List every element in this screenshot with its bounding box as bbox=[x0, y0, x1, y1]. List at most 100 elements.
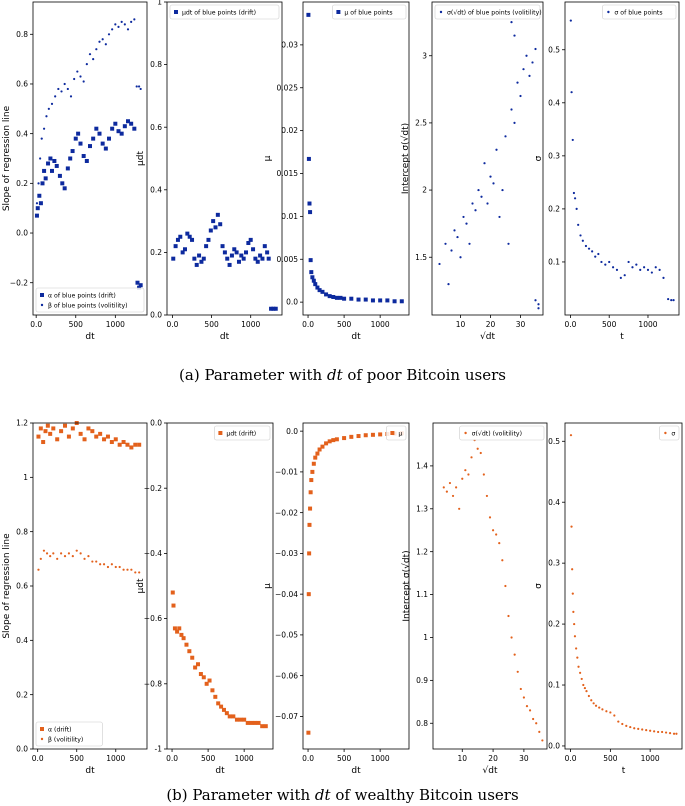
data-point bbox=[109, 440, 114, 445]
y-tick-label: 1.4 bbox=[416, 461, 428, 470]
data-point bbox=[625, 724, 628, 727]
y-tick-label: 2.5 bbox=[415, 119, 427, 128]
data-point bbox=[201, 675, 206, 680]
y-tick-label: 1 bbox=[23, 473, 28, 482]
y-tick-label: 1.3 bbox=[416, 504, 428, 513]
data-point bbox=[579, 671, 582, 674]
data-point bbox=[324, 441, 329, 446]
data-point bbox=[51, 426, 56, 431]
legend-label: μ bbox=[398, 430, 402, 437]
data-point bbox=[48, 431, 53, 436]
data-point bbox=[528, 709, 532, 712]
data-point bbox=[468, 242, 471, 245]
data-point bbox=[462, 215, 465, 219]
y-axis-label: μdt bbox=[136, 578, 146, 593]
data-point bbox=[75, 549, 78, 552]
legend-label: σ(√dt) of blue points (volitility) bbox=[447, 9, 542, 16]
data-point bbox=[246, 241, 251, 246]
data-point bbox=[594, 255, 597, 258]
x-axis-label: √dt bbox=[483, 765, 498, 776]
data-point bbox=[239, 253, 244, 258]
data-point bbox=[91, 560, 94, 563]
y-tick-label: 3 bbox=[422, 51, 427, 60]
data-point bbox=[654, 266, 657, 269]
data-point bbox=[485, 494, 489, 498]
data-point bbox=[249, 720, 254, 725]
data-point bbox=[40, 137, 43, 140]
data-point bbox=[583, 686, 586, 690]
data-point bbox=[49, 555, 52, 558]
data-point bbox=[178, 234, 183, 239]
data-point bbox=[114, 565, 117, 569]
y-tick-label: −0.01 bbox=[275, 468, 298, 477]
data-point bbox=[320, 289, 325, 294]
data-point bbox=[438, 262, 441, 266]
data-point bbox=[456, 235, 459, 239]
x-tick-label: 500 bbox=[204, 320, 219, 329]
plot-frame bbox=[564, 1, 680, 316]
caption-b-var: dt bbox=[314, 786, 331, 804]
y-tick-label: 0.9 bbox=[416, 676, 428, 685]
data-point bbox=[309, 270, 314, 275]
data-point bbox=[492, 182, 495, 185]
data-point bbox=[117, 442, 122, 447]
data-point bbox=[82, 80, 85, 83]
data-point bbox=[513, 34, 516, 37]
data-point bbox=[474, 209, 477, 212]
legend: μ of blue points bbox=[332, 4, 407, 20]
y-tick-label: 0.8 bbox=[16, 30, 28, 39]
data-point bbox=[535, 722, 538, 725]
data-point bbox=[175, 237, 180, 242]
data-point bbox=[258, 253, 263, 258]
data-point bbox=[135, 85, 138, 88]
data-point bbox=[464, 469, 467, 472]
x-tick-label: 0.0 bbox=[167, 320, 179, 329]
data-point bbox=[516, 81, 519, 84]
data-point bbox=[657, 730, 660, 734]
y-tick-label: −0.03 bbox=[275, 549, 298, 558]
chart-a1: 0.0 500 1000 −0.2 0.0 0.2 0.4 0.6 0.8 dt Slope of … bbox=[2, 1, 148, 342]
y-tick-label: 0.2 bbox=[16, 179, 28, 188]
data-point bbox=[76, 70, 79, 73]
x-tick-label: 1000 bbox=[241, 320, 260, 329]
data-point bbox=[91, 136, 96, 141]
caption-b-suffix: of wealthy Bitcoin users bbox=[330, 786, 519, 804]
data-point bbox=[171, 256, 176, 261]
data-point bbox=[577, 223, 580, 226]
data-point bbox=[378, 298, 383, 303]
data-point bbox=[308, 210, 313, 215]
data-point bbox=[137, 85, 141, 88]
data-point bbox=[461, 477, 464, 480]
y-tick-label: 0.8 bbox=[16, 527, 28, 536]
x-tick-label: 500 bbox=[603, 754, 618, 763]
x-tick-label: 1000 bbox=[641, 754, 660, 763]
data-point bbox=[197, 253, 202, 258]
data-point bbox=[236, 259, 241, 264]
data-point bbox=[255, 259, 260, 264]
data-point bbox=[196, 662, 201, 667]
data-point bbox=[138, 571, 141, 574]
legend-marker bbox=[40, 303, 44, 307]
data-point bbox=[507, 242, 510, 245]
data-point bbox=[137, 442, 142, 447]
data-point bbox=[39, 157, 42, 160]
x-tick-label: 500 bbox=[337, 754, 352, 763]
data-point bbox=[266, 256, 271, 261]
y-tick-label: −0.8 bbox=[144, 679, 162, 688]
x-tick-label: 1000 bbox=[235, 754, 254, 763]
data-point bbox=[52, 158, 57, 163]
data-point bbox=[133, 18, 136, 21]
legend-box bbox=[459, 425, 545, 441]
data-point bbox=[356, 434, 361, 439]
data-point bbox=[256, 720, 261, 725]
chart-b5: 0.0 500 1000 0.0 0.1 0.2 0.3 0.4 0.5 t σ σ bbox=[534, 422, 683, 776]
legend-marker bbox=[336, 10, 341, 14]
data-point bbox=[187, 649, 192, 654]
x-axis-label: √dt bbox=[480, 331, 495, 342]
data-point bbox=[269, 306, 274, 311]
data-point bbox=[85, 63, 88, 66]
data-point bbox=[639, 268, 642, 272]
data-point bbox=[95, 560, 98, 563]
y-axis-label: μdt bbox=[136, 151, 146, 166]
data-point bbox=[349, 296, 354, 301]
